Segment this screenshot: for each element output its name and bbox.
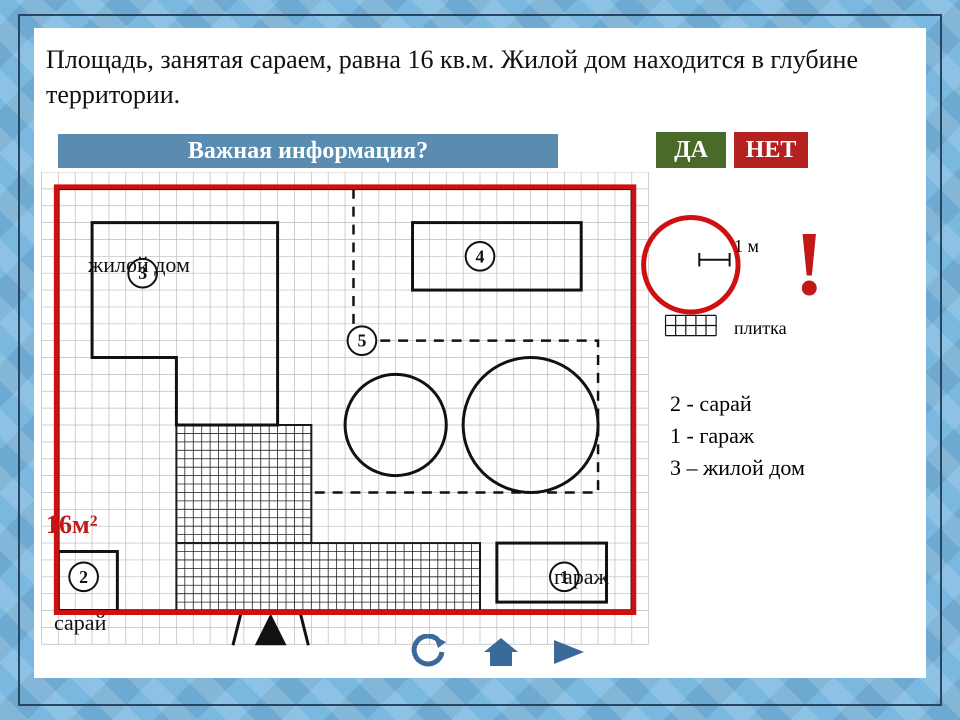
barn-label: сарай (54, 610, 106, 636)
svg-text:4: 4 (476, 246, 485, 266)
legend-scale-label: 1 м (734, 236, 759, 257)
legend-list: 2 - сарай 1 - гараж 3 – жилой дом (670, 388, 805, 484)
no-button[interactable]: НЕТ (734, 132, 808, 168)
garage-label: гараж (554, 564, 609, 590)
legend-tile-label: плитка (734, 318, 787, 339)
svg-text:5: 5 (357, 331, 366, 351)
house-label: жилой дом (88, 252, 190, 278)
svg-text:2: 2 (79, 567, 88, 587)
legend-item: 1 - гараж (670, 420, 805, 452)
question-text: Площадь, занятая сараем, равна 16 кв.м. … (46, 42, 906, 112)
exclamation-icon: ! (794, 210, 825, 316)
area-label: 16м² (46, 510, 98, 540)
nav-back-button[interactable] (408, 634, 454, 670)
yes-button[interactable]: ДА (656, 132, 726, 168)
content-panel: Площадь, занятая сараем, равна 16 кв.м. … (34, 28, 926, 678)
legend-item: 2 - сарай (670, 388, 805, 420)
nav-next-button[interactable] (548, 634, 594, 670)
legend-item: 3 – жилой дом (670, 452, 805, 484)
nav-bar (408, 634, 594, 670)
info-bar: Важная информация? (58, 134, 558, 168)
nav-home-button[interactable] (478, 634, 524, 670)
